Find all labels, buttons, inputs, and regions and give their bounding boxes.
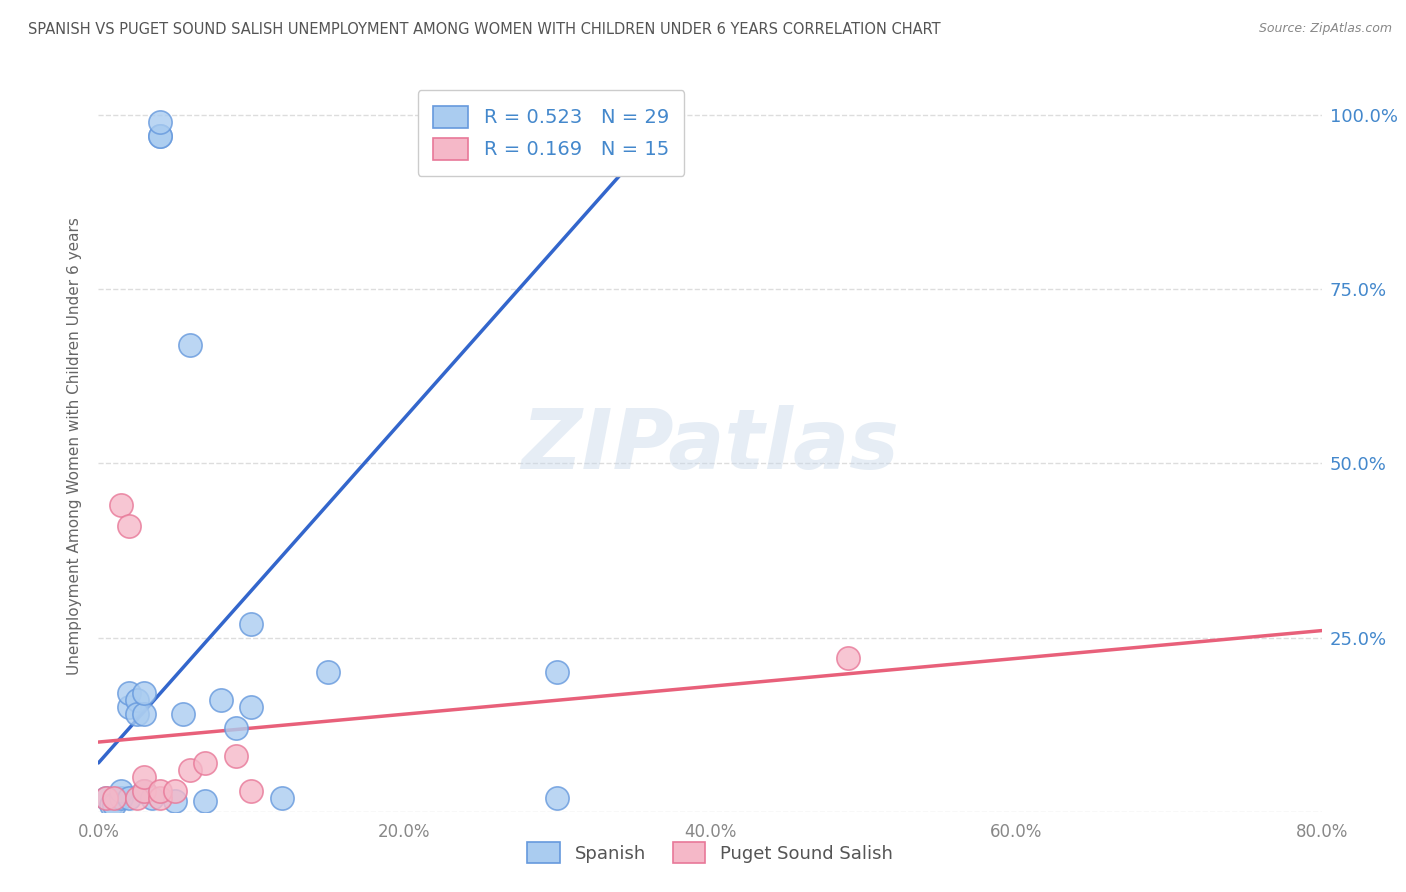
Point xyxy=(149,128,172,143)
Point xyxy=(134,686,156,700)
Point xyxy=(149,790,172,805)
Point xyxy=(179,763,201,777)
Point xyxy=(118,790,141,805)
Point xyxy=(134,770,156,784)
Text: Source: ZipAtlas.com: Source: ZipAtlas.com xyxy=(1258,22,1392,36)
Point xyxy=(194,794,217,808)
Point xyxy=(110,498,132,512)
Point xyxy=(110,784,132,798)
Point xyxy=(94,790,117,805)
Point xyxy=(149,115,172,129)
Point xyxy=(546,790,568,805)
Point xyxy=(134,784,156,798)
Point xyxy=(194,756,217,770)
Text: ZIPatlas: ZIPatlas xyxy=(522,406,898,486)
Point xyxy=(240,616,263,631)
Point xyxy=(225,749,247,764)
Point xyxy=(103,797,125,812)
Point xyxy=(118,519,141,533)
Point xyxy=(118,700,141,714)
Point xyxy=(225,721,247,735)
Point xyxy=(118,686,141,700)
Point xyxy=(163,794,186,808)
Legend: Spanish, Puget Sound Salish: Spanish, Puget Sound Salish xyxy=(519,833,901,872)
Point xyxy=(172,707,194,722)
Point xyxy=(125,790,148,805)
Point xyxy=(837,651,859,665)
Point xyxy=(163,784,186,798)
Point xyxy=(179,338,201,352)
Point xyxy=(100,797,122,812)
Point xyxy=(209,693,232,707)
Point xyxy=(240,700,263,714)
Point xyxy=(103,790,125,805)
Point xyxy=(125,693,148,707)
Point xyxy=(141,790,163,805)
Point xyxy=(149,128,172,143)
Point xyxy=(240,784,263,798)
Point xyxy=(110,790,132,805)
Point xyxy=(546,665,568,680)
Point xyxy=(94,790,117,805)
Text: SPANISH VS PUGET SOUND SALISH UNEMPLOYMENT AMONG WOMEN WITH CHILDREN UNDER 6 YEA: SPANISH VS PUGET SOUND SALISH UNEMPLOYME… xyxy=(28,22,941,37)
Point xyxy=(149,784,172,798)
Point xyxy=(316,665,339,680)
Point xyxy=(270,790,292,805)
Point xyxy=(134,784,156,798)
Point xyxy=(134,707,156,722)
Y-axis label: Unemployment Among Women with Children Under 6 years: Unemployment Among Women with Children U… xyxy=(67,217,83,675)
Point xyxy=(125,707,148,722)
